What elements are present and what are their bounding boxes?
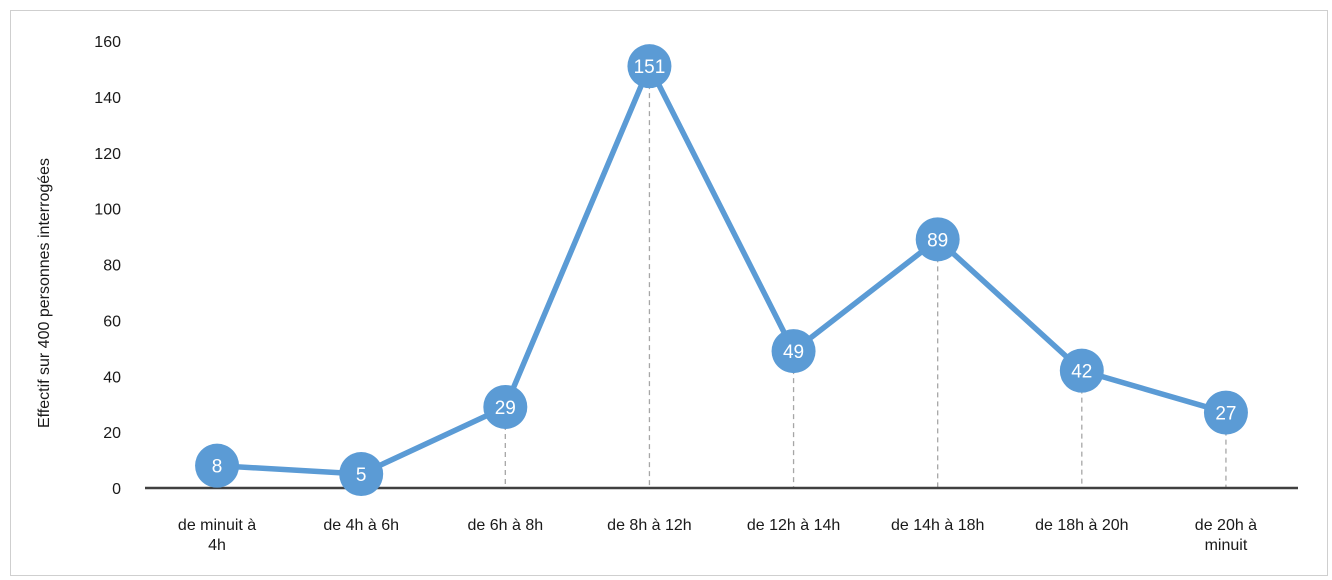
x-tick-label: de 18h à 20h [1035,517,1128,534]
data-point [915,217,960,262]
y-tick-label: 40 [103,369,121,386]
data-point [339,452,384,497]
data-point [483,384,528,429]
x-tick-label: de 12h à 14h [747,517,840,534]
markers: 8 5 29 151 49 89 42 27 [195,44,1248,497]
y-axis-label: Effectif sur 400 personnes interrogées [36,158,53,428]
y-tick-label: 0 [112,481,121,498]
y-tick-label: 60 [103,313,121,330]
data-label: 29 [495,398,516,419]
data-label: 42 [1071,362,1092,383]
x-tick-label: de 14h à 18h [891,517,984,534]
x-axis-ticks: de minuit à 4h de 4h à 6h de 6h à 8h de 8h à… [178,517,1257,554]
data-label: 49 [783,342,804,363]
x-tick-label: de 6h à 8h [468,517,544,534]
drop-lines [216,66,1227,488]
data-point [1059,348,1104,393]
x-tick-label: de 4h à 6h [323,517,399,534]
y-tick-label: 140 [94,90,121,107]
x-tick-label: de minuit à 4h [178,517,256,554]
data-label: 5 [356,465,367,486]
x-tick-label: de 8h à 12h [607,517,692,534]
data-label: 27 [1215,404,1236,425]
y-tick-label: 100 [94,202,121,219]
x-tick-label: de 20h à minuit [1195,517,1257,554]
series-line [216,63,1227,477]
y-axis-ticks: 0 20 40 60 80 100 120 140 160 [94,34,121,498]
data-label: 151 [634,57,666,78]
data-point [1203,390,1248,435]
data-point [771,329,816,374]
data-label: 8 [212,457,223,478]
y-tick-label: 160 [94,34,121,51]
y-tick-label: 20 [103,425,121,442]
data-point [627,44,672,89]
data-label: 89 [927,230,948,251]
y-tick-label: 120 [94,146,121,163]
data-point [195,443,240,488]
y-tick-label: 80 [103,258,121,275]
